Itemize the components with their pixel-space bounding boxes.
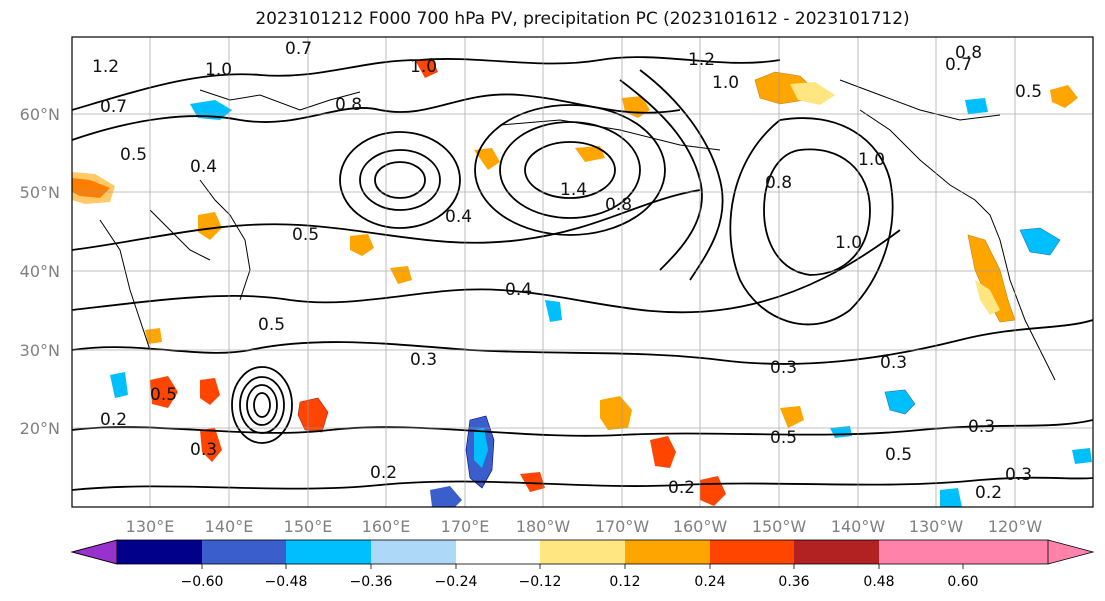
colorbar-segment <box>794 540 879 564</box>
lon-label-170w: 170°W <box>595 517 650 536</box>
colorbar-segment <box>879 540 963 564</box>
colorbar-segment <box>202 540 286 564</box>
colorbar-tick-label: 0.24 <box>694 574 725 590</box>
contour-label: 0.8 <box>605 195 632 215</box>
graticule <box>72 37 1093 507</box>
colorbar-tick-label: 0.60 <box>947 574 978 590</box>
colorbar-tick-label: −0.36 <box>350 574 393 590</box>
contour-label: 0.7 <box>100 97 127 117</box>
lat-label-50n: 50°N <box>20 183 60 202</box>
lon-label-120w: 120°W <box>988 517 1043 536</box>
colorbar-segment <box>625 540 710 564</box>
lon-label-160e: 160°E <box>362 517 411 536</box>
colorbar-segment <box>371 540 456 564</box>
lon-label-150w: 150°W <box>752 517 807 536</box>
colorbar-max-arrow <box>963 540 1093 564</box>
lat-label-40n: 40°N <box>20 262 60 281</box>
contour-label: 0.8 <box>955 43 982 63</box>
contour-label: 0.5 <box>770 428 797 448</box>
lat-label-60n: 60°N <box>20 105 60 124</box>
latitude-axis: 60°N 50°N 40°N 30°N 20°N <box>20 105 60 438</box>
contour-label: 0.3 <box>1005 465 1032 485</box>
pv-contours <box>72 56 1093 491</box>
contour-label: 0.7 <box>285 39 312 59</box>
contour-label: 0.2 <box>668 478 695 498</box>
colorbar-segment <box>286 540 371 564</box>
map-background <box>72 37 1093 507</box>
contour-label: 1.0 <box>835 233 862 253</box>
contour-label: 0.5 <box>292 225 319 245</box>
contour-label: 0.3 <box>410 350 437 370</box>
contour-label: 1.0 <box>858 150 885 170</box>
contour-label: 0.3 <box>880 353 907 373</box>
colorbar: −0.60 −0.48 −0.36 −0.24 −0.12 0.12 0.24 … <box>70 539 1095 590</box>
colorbar-tick-label: −0.48 <box>265 574 308 590</box>
contour-label: 0.3 <box>968 417 995 437</box>
contour-label: 0.5 <box>885 445 912 465</box>
contour-label: 0.7 <box>945 55 972 75</box>
contour-label: 1.0 <box>712 73 739 93</box>
contour-label: 1.4 <box>560 180 587 200</box>
plot-title: 2023101212 F000 700 hPa PV, precipitatio… <box>255 9 910 29</box>
contour-label: 0.4 <box>505 280 532 300</box>
contour-label: 0.2 <box>100 410 127 430</box>
lon-label-160w: 160°W <box>673 517 728 536</box>
colorbar-tick-label: 0.12 <box>609 574 640 590</box>
lon-label-130w: 130°W <box>909 517 964 536</box>
contour-label: 0.2 <box>370 463 397 483</box>
contour-label: 0.8 <box>765 173 792 193</box>
colorbar-min-arrow <box>70 539 118 565</box>
contour-label: 0.3 <box>190 440 217 460</box>
map-frame <box>71 36 1094 508</box>
contour-label: 0.2 <box>975 483 1002 503</box>
colorbar-tick-label: 0.48 <box>863 574 894 590</box>
contour-label: 1.2 <box>92 57 119 77</box>
contour-label: 0.4 <box>445 207 472 227</box>
contour-label: 0.8 <box>335 95 362 115</box>
contour-label: 0.5 <box>150 385 177 405</box>
contour-label: 1.0 <box>410 57 437 77</box>
lon-label-140e: 140°E <box>205 517 254 536</box>
colorbar-segment <box>710 540 794 564</box>
colorbar-segment <box>117 540 202 564</box>
lat-label-20n: 20°N <box>20 419 60 438</box>
colorbar-segment <box>456 540 540 564</box>
lon-label-170e: 170°E <box>441 517 490 536</box>
lon-label-140w: 140°W <box>831 517 886 536</box>
colorbar-tick-label: 0.36 <box>778 574 809 590</box>
contour-label: 0.5 <box>258 315 285 335</box>
lon-label-180w: 180°W <box>516 517 571 536</box>
contour-label: 0.3 <box>770 358 797 378</box>
contour-label: 1.0 <box>205 60 232 80</box>
colorbar-tick-label: −0.12 <box>519 574 562 590</box>
lon-label-130e: 130°E <box>126 517 175 536</box>
contour-label: 1.2 <box>688 50 715 70</box>
colorbar-tick-label: −0.60 <box>181 574 224 590</box>
colorbar-segment <box>540 540 625 564</box>
coastlines <box>99 79 1056 381</box>
colorbar-tick-label: −0.24 <box>435 574 478 590</box>
lat-label-30n: 30°N <box>20 341 60 360</box>
contour-label: 0.5 <box>120 145 147 165</box>
longitude-axis: 130°E 140°E 150°E 160°E 170°E 180°W 170°… <box>126 517 1043 536</box>
contour-label: 0.4 <box>190 157 217 177</box>
contour-label: 0.5 <box>1015 82 1042 102</box>
lon-label-150e: 150°E <box>284 517 333 536</box>
contour-labels: 1.2 1.0 0.7 1.0 0.8 0.7 1.2 1.0 0.5 0.4 … <box>92 39 1042 503</box>
